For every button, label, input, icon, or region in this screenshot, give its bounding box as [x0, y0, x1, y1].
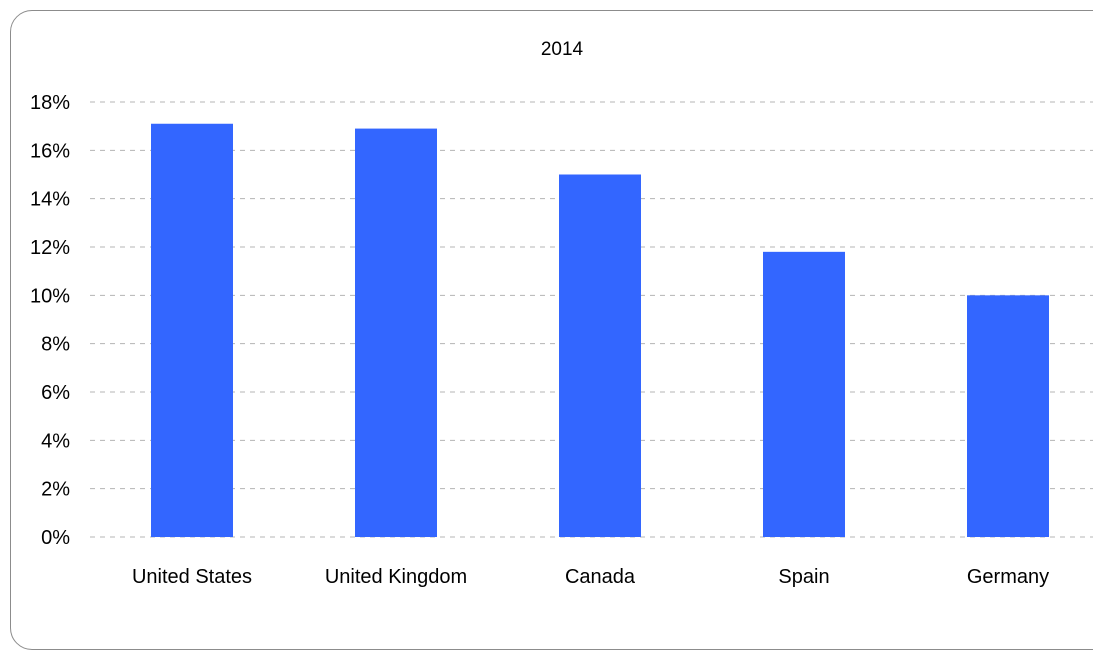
x-tick-label: United States — [132, 566, 252, 588]
bar-canada — [559, 174, 641, 537]
bar-germany — [967, 295, 1049, 537]
x-tick-label: United Kingdom — [325, 566, 467, 588]
x-tick-label: Germany — [967, 566, 1049, 588]
y-tick-label: 16% — [30, 140, 70, 162]
y-tick-label: 2% — [41, 479, 70, 501]
bar-united-kingdom — [355, 128, 437, 538]
bars — [151, 123, 1049, 538]
x-axis: United States United Kingdom Canada Spain Ge… — [132, 566, 1049, 588]
y-tick-label: 8% — [41, 334, 70, 356]
x-tick-label: Canada — [565, 566, 636, 588]
y-tick-label: 14% — [30, 189, 70, 211]
x-tick-label: Spain — [778, 566, 829, 588]
y-axis: 0% 2% 4% 6% 8% 10% 12% 14% 16% 18% — [30, 92, 70, 549]
y-tick-label: 0% — [41, 527, 70, 549]
y-tick-label: 12% — [30, 237, 70, 259]
bar-united-states — [151, 123, 233, 537]
y-tick-label: 4% — [41, 430, 70, 452]
y-tick-label: 6% — [41, 382, 70, 404]
bar-spain — [763, 251, 845, 538]
y-tick-label: 18% — [30, 92, 70, 114]
bar-chart: 2014 0% 2% 4% 6% 8% 10% 12% 14% 16% 18% United St… — [30, 39, 1093, 588]
y-tick-label: 10% — [30, 285, 70, 307]
chart-title: 2014 — [541, 39, 584, 60]
